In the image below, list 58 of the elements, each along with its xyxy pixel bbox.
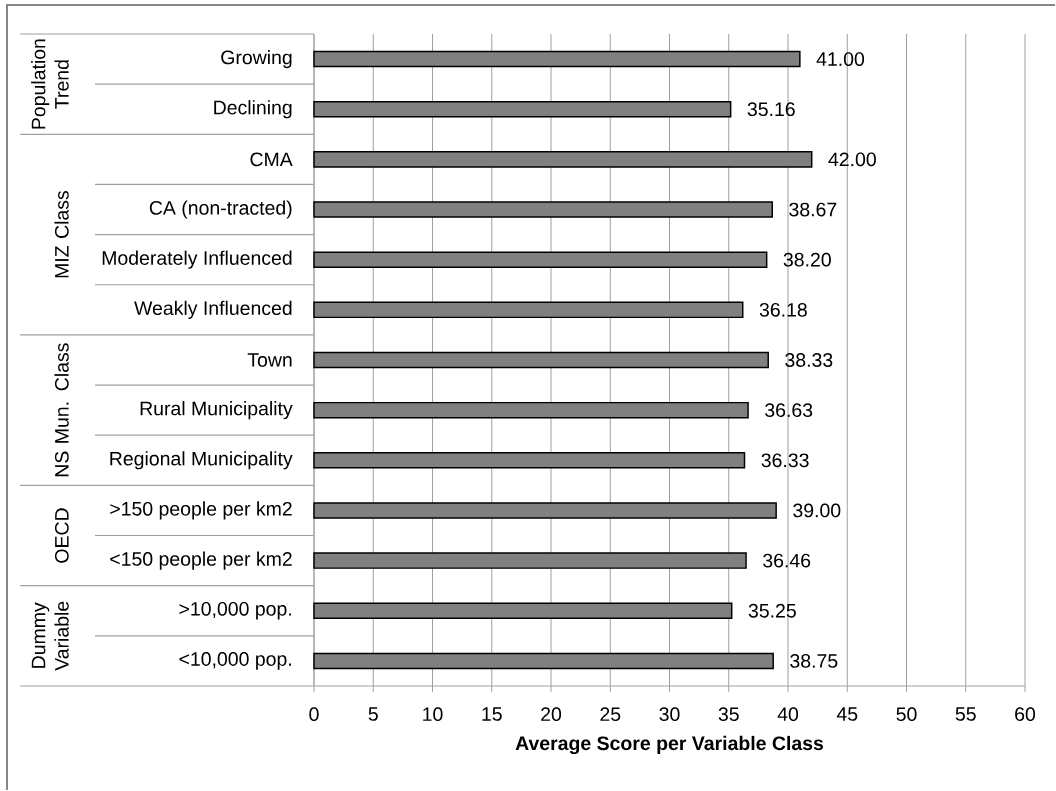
text: Dummy Variable <box>31 601 69 671</box>
data-label: 35.25 <box>748 603 796 618</box>
x-tick-label: 40 <box>777 707 799 722</box>
data-label: 35.16 <box>747 102 795 117</box>
bar <box>313 652 774 670</box>
y-tick-label: CMA <box>250 152 293 167</box>
y-tick-label: <10,000 pop. <box>179 652 291 670</box>
data-label: 41.00 <box>816 52 865 66</box>
x-tick-label: 15 <box>482 707 502 721</box>
x-tick-label: 50 <box>896 707 917 722</box>
y-tick-label: >150 people per km2 <box>110 501 292 520</box>
x-tick-label: 45 <box>836 707 858 721</box>
bar <box>313 50 801 68</box>
data-label: 39.00 <box>793 503 841 518</box>
data-label: 36.33 <box>761 453 809 468</box>
x-tick-label: 10 <box>423 707 443 722</box>
bar <box>313 502 777 519</box>
y-tick-label: >10,000 pop. <box>179 601 291 620</box>
text: NS Mun. Class <box>54 343 69 477</box>
data-label: 38.75 <box>790 654 838 668</box>
bar <box>313 100 732 118</box>
y-tick-label: Rural Municipality <box>140 401 293 420</box>
y-tick-label: <150 people per km2 <box>110 551 292 570</box>
text: Population Trend <box>31 39 69 129</box>
data-label: 36.18 <box>759 302 807 317</box>
text: OECD <box>54 508 69 563</box>
data-label: 36.46 <box>763 553 811 568</box>
y-tick-label: Moderately Influenced <box>102 250 292 269</box>
data-label: 42.00 <box>828 152 876 167</box>
bar <box>313 301 744 319</box>
x-tick-label: 30 <box>659 707 680 722</box>
x-tick-label: 20 <box>541 707 562 722</box>
y-tick-label: Town <box>247 353 292 367</box>
x-tick-label: 25 <box>600 707 621 722</box>
bar <box>313 452 746 469</box>
bar <box>313 251 768 268</box>
x-tick-label: 5 <box>368 707 378 721</box>
y-tick-label: Regional Municipality <box>110 451 293 470</box>
data-label: 36.63 <box>765 403 813 418</box>
bar <box>313 552 747 569</box>
bar <box>313 151 813 168</box>
data-label: 38.67 <box>789 202 837 217</box>
data-label: 38.20 <box>783 252 831 267</box>
x-tick-label: 0 <box>309 707 319 722</box>
bar <box>313 351 769 369</box>
y-tick-label: Weakly Influenced <box>134 300 292 319</box>
x-tick-label: 35 <box>718 707 739 722</box>
y-tick-label: Declining <box>214 100 292 119</box>
bar <box>313 201 773 218</box>
y-tick-label: CA (non-tracted) <box>149 200 292 219</box>
bar <box>313 602 733 620</box>
x-tick-label: 55 <box>955 707 976 721</box>
text: MIZ Class <box>54 190 69 278</box>
bar <box>313 401 749 419</box>
data-label: 38.33 <box>785 353 833 367</box>
y-tick-label: Growing <box>221 49 292 69</box>
x-tick-label: 60 <box>1015 707 1036 722</box>
x-axis-title: Average Score per Variable Class <box>515 735 824 755</box>
